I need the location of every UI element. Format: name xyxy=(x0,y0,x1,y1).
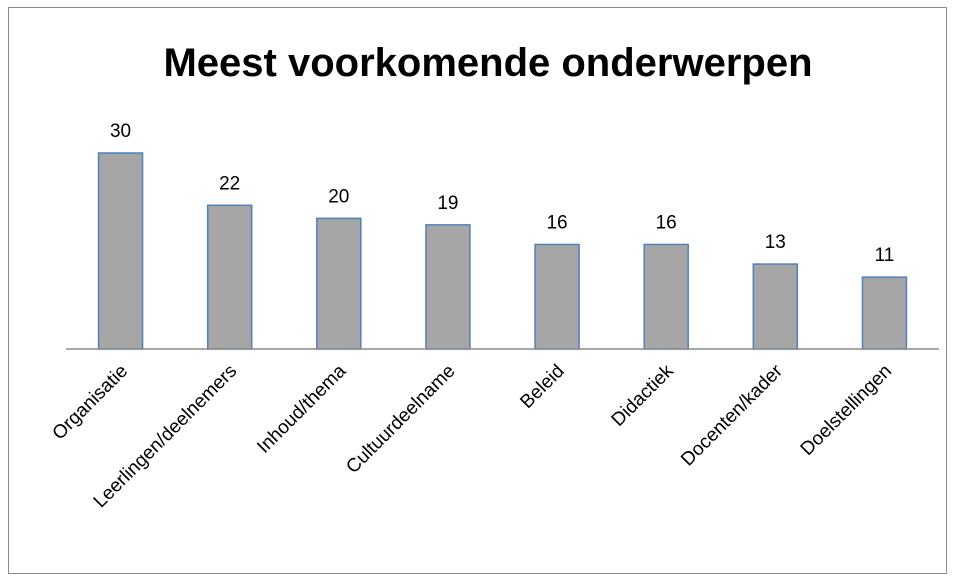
bar xyxy=(206,204,253,350)
data-label: 13 xyxy=(765,232,786,253)
chart-frame xyxy=(8,7,947,574)
bar xyxy=(861,276,908,350)
data-label: 16 xyxy=(656,212,677,233)
bar xyxy=(643,243,689,350)
bar xyxy=(534,243,580,350)
data-label: 30 xyxy=(110,121,131,142)
bar xyxy=(425,224,471,350)
chart-title: Meest voorkomende onderwerpen xyxy=(163,41,812,85)
bar xyxy=(97,152,144,350)
data-label: 20 xyxy=(328,186,349,207)
bar xyxy=(752,263,799,350)
data-label: 16 xyxy=(546,212,567,233)
data-label: 19 xyxy=(437,193,458,214)
data-label: 22 xyxy=(219,173,240,194)
data-label: 11 xyxy=(875,245,895,266)
bar xyxy=(316,217,362,350)
